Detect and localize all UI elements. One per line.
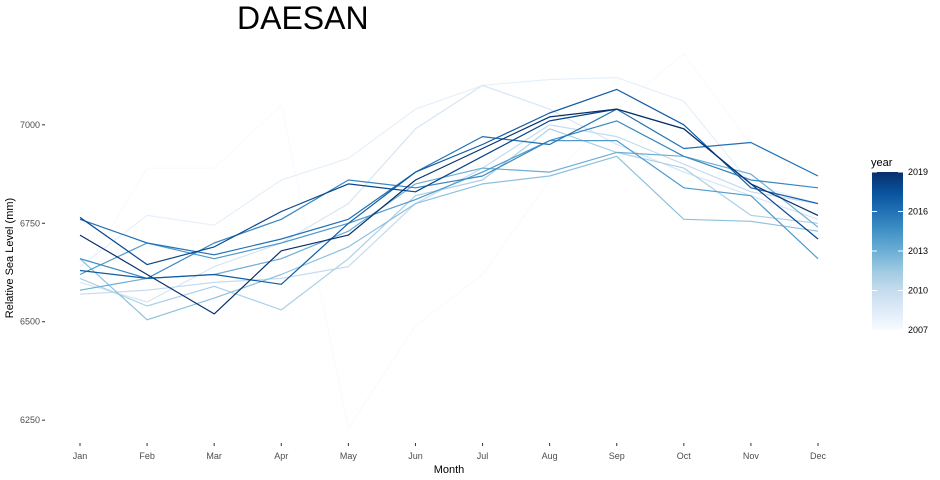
series-lines [79, 53, 819, 429]
x-tick-label: Apr [274, 451, 288, 461]
x-tick-label: Jul [477, 451, 489, 461]
legend-ticks: 2019 2016 2013 2010 2007 [872, 167, 928, 335]
x-tick-label: Jun [408, 451, 423, 461]
y-tick-label: 6500 [20, 317, 40, 327]
legend-label: 2013 [908, 246, 928, 256]
x-tick-label: Dec [810, 451, 827, 461]
legend-title: year [871, 157, 893, 169]
series-line-2015 [79, 120, 819, 279]
chart-title: DAESAN [237, 0, 369, 36]
series-line-2016 [79, 108, 819, 256]
legend-colorbar [872, 172, 903, 330]
x-tick-label: Jan [73, 451, 88, 461]
x-axis-title: Month [434, 464, 465, 476]
x-tick-label: Nov [743, 451, 760, 461]
y-axis-title: Relative Sea Level (mm) [4, 198, 16, 318]
series-line-2019 [79, 108, 819, 315]
series-line-2010 [79, 124, 819, 295]
x-tick-label: Mar [206, 451, 222, 461]
series-line-2011 [79, 128, 819, 311]
x-tick-label: Feb [139, 451, 155, 461]
series-line-2008 [79, 76, 819, 268]
x-tick-label: Aug [542, 451, 558, 461]
y-tick-label: 7000 [20, 120, 40, 130]
series-line-2007 [79, 53, 819, 429]
legend-label: 2010 [908, 286, 928, 296]
legend-label: 2007 [908, 325, 928, 335]
x-tick-label: Sep [609, 451, 625, 461]
x-tick-label: Oct [677, 451, 692, 461]
y-tick-label: 6250 [20, 415, 40, 425]
series-line-2014 [79, 140, 819, 276]
legend: year 2019 2016 2013 2010 2007 [871, 157, 928, 335]
series-line-2017 [79, 88, 819, 285]
y-axis: 6250 6500 6750 7000 [20, 120, 45, 425]
series-line-2012 [79, 155, 819, 321]
y-tick-label: 6750 [20, 218, 40, 228]
legend-label: 2019 [908, 167, 928, 177]
series-line-2018 [79, 108, 819, 266]
x-tick-label: May [340, 451, 358, 461]
x-axis: Jan Feb Mar Apr May Jun Jul Aug Sep Oct Nov Dec [73, 443, 827, 461]
legend-label: 2016 [908, 207, 928, 217]
